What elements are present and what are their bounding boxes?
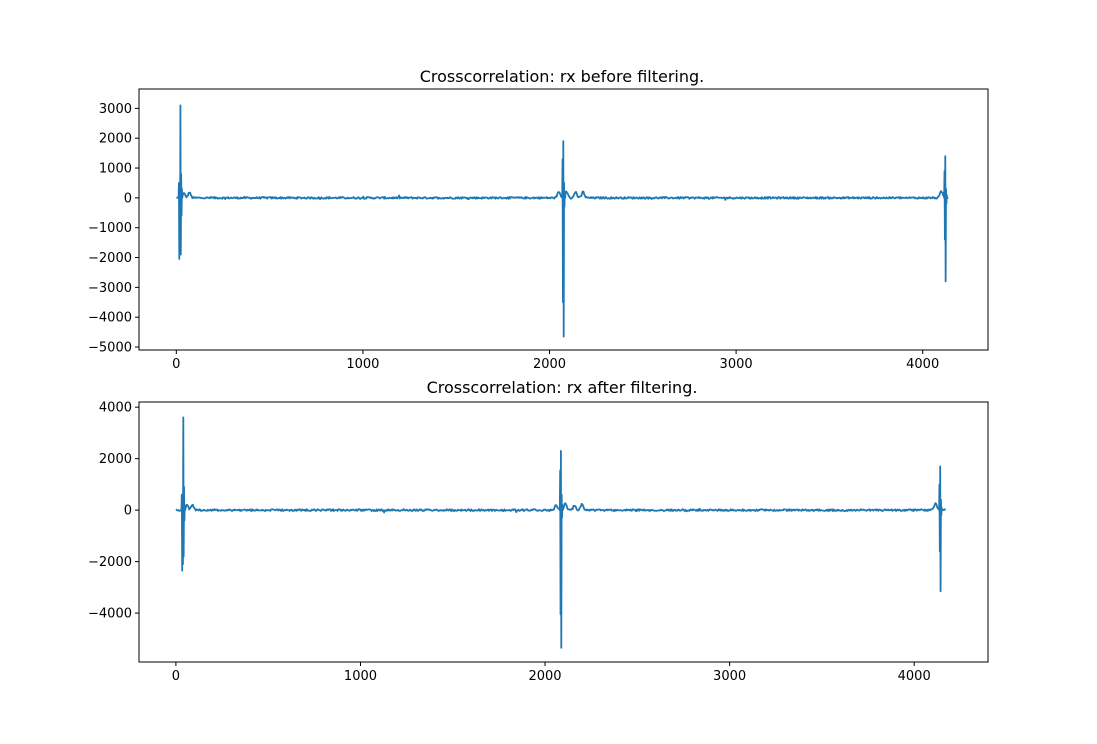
y-tick-label: 0 [124,504,132,519]
x-tick-label: 3000 [720,357,753,372]
chart-title: Crosscorrelation: rx before filtering. [420,67,705,86]
series-line [175,416,947,649]
x-axis: 0 1000 2000 3000 4000 [172,662,931,684]
y-axis: 4000 2000 0 −2000 −4000 [88,401,139,622]
series-line [176,104,949,338]
y-tick-label: −3000 [88,281,132,296]
plot-area [176,104,949,338]
x-tick-label: 2000 [533,357,566,372]
y-tick-label: −1000 [88,221,132,236]
plot-area [175,416,947,649]
subplot-bottom: Crosscorrelation: rx after filtering. 0 1… [88,378,989,684]
chart-title: Crosscorrelation: rx after filtering. [427,378,698,397]
y-tick-label: 1000 [99,162,132,177]
y-tick-label: −2000 [88,555,132,570]
y-tick-label: 4000 [99,401,132,416]
x-tick-label: 4000 [906,357,939,372]
y-tick-label: −4000 [88,311,132,326]
x-tick-label: 0 [172,357,180,372]
x-tick-label: 1000 [346,357,379,372]
axes-frame [138,88,989,351]
y-tick-label: −2000 [88,251,132,266]
y-tick-label: −4000 [88,607,132,622]
y-tick-label: 0 [124,191,132,206]
y-tick-label: 3000 [99,102,132,117]
x-tick-label: 4000 [898,669,931,684]
y-axis: 3000 2000 1000 0 −1000 −2000 −3000 −4000 −5000 [88,102,139,356]
y-tick-label: −5000 [88,341,132,356]
subplot-top: Crosscorrelation: rx before filtering. 0… [88,67,989,372]
y-tick-label: 2000 [99,132,132,147]
x-tick-label: 1000 [344,669,377,684]
y-tick-label: 2000 [99,452,132,467]
axes-frame [138,401,989,663]
x-tick-label: 3000 [713,669,746,684]
x-axis: 0 1000 2000 3000 4000 [172,350,939,372]
x-tick-label: 2000 [528,669,561,684]
x-tick-label: 0 [172,669,180,684]
